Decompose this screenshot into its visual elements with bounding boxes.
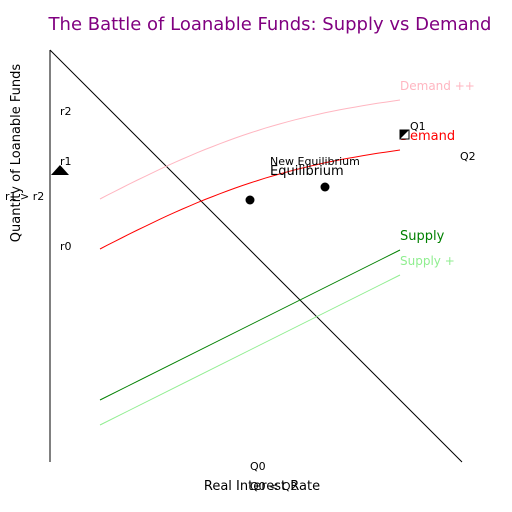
annotation-r1-gt-r2: r1 > r2 <box>5 190 44 203</box>
annotation-q2: Q2 <box>460 150 476 163</box>
series-line-demand <box>99 149 401 250</box>
annotation-q0-lt-q2: Q0 < Q2 <box>250 480 298 493</box>
annotation-new-equilibrium: New Equilibrium <box>270 155 360 168</box>
y-axis-label: Quantity of Loanable Funds <box>9 64 24 243</box>
annotation-q0: Q0 <box>250 460 266 473</box>
series-line-supply-plus <box>99 274 401 426</box>
q1-marker-fill <box>400 130 409 139</box>
legend-supply-plus: Supply + <box>400 254 455 268</box>
legend-demand: Demand <box>400 129 455 144</box>
annotation-r0: r0 <box>60 240 72 253</box>
chart-title: The Battle of Loanable Funds: Supply vs … <box>48 14 492 35</box>
annotation-equilibrium: Equilibrium <box>270 164 344 179</box>
series-line-demand-pp <box>99 99 401 200</box>
diagonal-line <box>49 49 463 463</box>
equilibrium-point <box>245 195 255 205</box>
annotation-q1: Q1 <box>410 120 426 133</box>
r1-marker <box>51 165 69 175</box>
series-line-supply <box>99 249 401 401</box>
legend-demand-pp: Demand ++ <box>400 79 475 93</box>
legend-supply: Supply <box>400 229 445 244</box>
annotation-r1: r1 <box>60 155 72 168</box>
new-equilibrium-point <box>320 182 330 192</box>
x-axis-label: Real Interest Rate <box>204 479 320 494</box>
annotation-r2: r2 <box>60 105 72 118</box>
